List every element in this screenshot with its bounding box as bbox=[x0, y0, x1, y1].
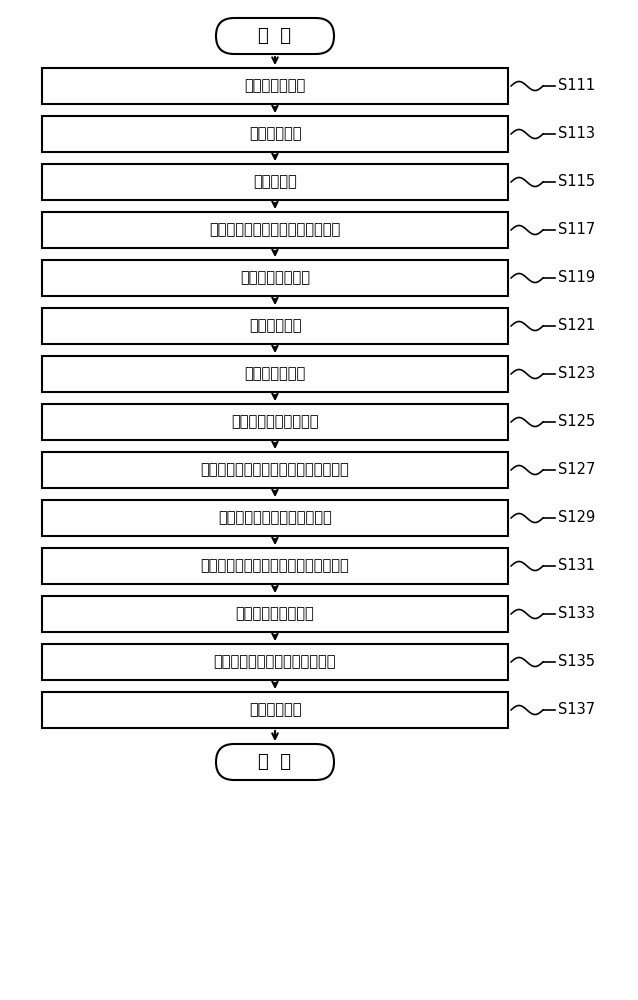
Text: S123: S123 bbox=[558, 366, 595, 381]
Text: S125: S125 bbox=[558, 414, 595, 430]
Text: S121: S121 bbox=[558, 318, 595, 334]
Text: S119: S119 bbox=[558, 270, 595, 286]
Text: 第一次去除可能极値点中的干扰极値点: 第一次去除可能极値点中的干扰极値点 bbox=[200, 462, 350, 478]
Bar bbox=[42, 452, 508, 488]
Bar bbox=[42, 548, 508, 584]
Bar bbox=[42, 404, 508, 440]
Bar bbox=[42, 260, 508, 296]
Text: S133: S133 bbox=[558, 606, 595, 621]
Text: 第二次去除可能极値点中的干扰极値点: 第二次去除可能极値点中的干扰极値点 bbox=[200, 558, 350, 574]
Text: 确定主峰点: 确定主峰点 bbox=[253, 174, 297, 190]
Bar bbox=[42, 692, 508, 728]
FancyBboxPatch shape bbox=[216, 744, 334, 780]
Text: S137: S137 bbox=[558, 702, 595, 718]
Text: 确定脉搋波周期信号中的特征点: 确定脉搋波周期信号中的特征点 bbox=[214, 654, 336, 670]
Text: S115: S115 bbox=[558, 174, 595, 190]
Text: S129: S129 bbox=[558, 510, 595, 526]
Bar bbox=[42, 596, 508, 632]
FancyBboxPatch shape bbox=[216, 18, 334, 54]
Bar bbox=[42, 500, 508, 536]
Bar bbox=[42, 68, 508, 104]
Text: S117: S117 bbox=[558, 223, 595, 237]
Text: S113: S113 bbox=[558, 126, 595, 141]
Text: 去除紊乱脉搋波周期: 去除紊乱脉搋波周期 bbox=[235, 606, 315, 621]
Text: S111: S111 bbox=[558, 79, 595, 94]
Text: 结  束: 结 束 bbox=[258, 753, 292, 771]
Text: 获取特征参数: 获取特征参数 bbox=[249, 702, 301, 718]
Bar bbox=[42, 356, 508, 392]
Text: S127: S127 bbox=[558, 462, 595, 478]
Text: 获取脉搋波信号: 获取脉搋波信号 bbox=[244, 79, 306, 94]
Text: S135: S135 bbox=[558, 654, 595, 670]
Text: 数据归一处理: 数据归一处理 bbox=[249, 318, 301, 334]
Bar bbox=[42, 116, 508, 152]
Text: 对可能极値点进行直方图统计: 对可能极値点进行直方图统计 bbox=[218, 510, 332, 526]
Text: 依据始点计算平均周期: 依据始点计算平均周期 bbox=[231, 414, 319, 430]
Text: 确定每个脉搋波信号周期的起始点: 确定每个脉搋波信号周期的起始点 bbox=[209, 223, 341, 237]
Text: 确定可能极値点: 确定可能极値点 bbox=[244, 366, 306, 381]
Text: 开  始: 开 始 bbox=[258, 27, 292, 45]
Text: 滤波去噪处理: 滤波去噪处理 bbox=[249, 126, 301, 141]
Text: 去除基线漂移影响: 去除基线漂移影响 bbox=[240, 270, 310, 286]
Bar bbox=[42, 212, 508, 248]
Bar bbox=[42, 644, 508, 680]
Text: S131: S131 bbox=[558, 558, 595, 574]
Bar bbox=[42, 164, 508, 200]
Bar bbox=[42, 308, 508, 344]
